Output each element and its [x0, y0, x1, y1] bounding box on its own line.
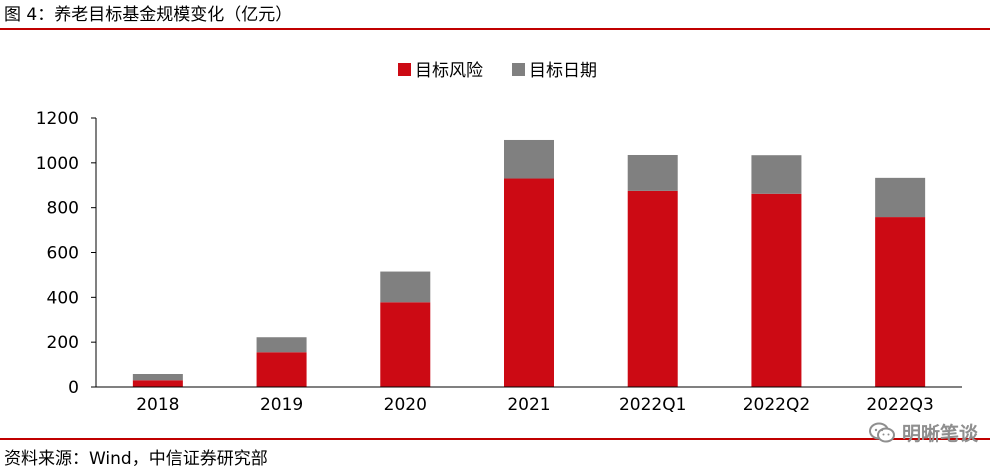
- bar-target-risk: [504, 178, 554, 387]
- watermark-text: 明晰笔谈: [901, 423, 978, 445]
- wechat-icon: [868, 422, 895, 442]
- legend-label-target-date: 目标日期: [529, 61, 597, 81]
- y-tick-label: 1200: [36, 109, 79, 129]
- x-tick-label: 2022Q2: [743, 395, 810, 415]
- legend-label-target-risk: 目标风险: [415, 61, 483, 81]
- y-tick-label: 400: [47, 288, 79, 308]
- bar-group: [132, 139, 926, 387]
- bar-target-risk: [627, 190, 678, 387]
- x-tick-label: 2022Q3: [866, 395, 933, 415]
- bar-target-date: [751, 155, 802, 194]
- y-tick-label: 0: [68, 378, 79, 398]
- title-rule: [0, 28, 990, 30]
- bar-target-date: [380, 271, 431, 303]
- legend-swatch-target-date: [512, 63, 525, 76]
- figure-title: 图 4：养老目标基金规模变化（亿元）: [4, 5, 293, 25]
- bar-target-risk: [875, 217, 926, 387]
- y-tick-label: 200: [47, 333, 79, 353]
- bar-target-date: [256, 337, 307, 353]
- bar-target-risk: [256, 352, 307, 387]
- x-tick-label: 2018: [136, 395, 179, 415]
- bar-target-risk: [132, 380, 183, 387]
- y-tick-label: 800: [47, 199, 79, 219]
- bar-target-date: [875, 177, 926, 218]
- source-rule: [0, 438, 990, 440]
- x-tick-label: 2022Q1: [619, 395, 686, 415]
- x-axis: 2018 2019 2020 2021 2022Q1 2022Q2 2022Q3: [96, 386, 962, 415]
- y-axis: 0 200 400 600 800 1000 1200: [36, 109, 97, 398]
- bar-target-risk: [751, 193, 802, 387]
- bar-target-date: [627, 154, 678, 191]
- legend-swatch-target-risk: [398, 63, 411, 76]
- bar-target-date: [504, 139, 554, 179]
- x-tick-label: 2021: [507, 395, 550, 415]
- x-tick-label: 2019: [260, 395, 303, 415]
- source-note: 资料来源：Wind，中信证券研究部: [4, 449, 268, 469]
- chart-legend: 目标风险 目标日期: [398, 61, 597, 81]
- bar-target-date: [132, 373, 183, 381]
- watermark: 明晰笔谈: [868, 419, 978, 446]
- x-tick-label: 2020: [384, 395, 427, 415]
- bar-target-risk: [380, 302, 431, 387]
- y-tick-label: 600: [47, 244, 79, 264]
- y-tick-label: 1000: [36, 154, 79, 174]
